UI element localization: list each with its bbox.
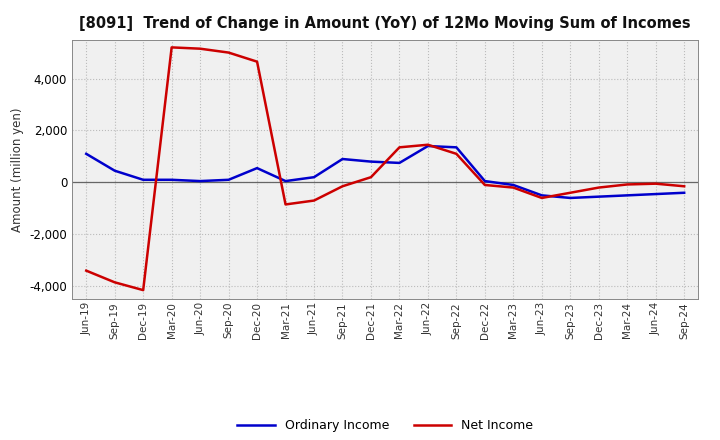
Net Income: [595, 185, 603, 190]
Net Income: [310, 198, 318, 203]
Y-axis label: Amount (million yen): Amount (million yen): [11, 107, 24, 231]
Ordinary Income: [423, 143, 432, 149]
Net Income: [139, 287, 148, 293]
Net Income: [82, 268, 91, 273]
Net Income: [480, 182, 489, 187]
Ordinary Income: [253, 165, 261, 171]
Net Income: [566, 190, 575, 195]
Ordinary Income: [282, 179, 290, 184]
Ordinary Income: [452, 145, 461, 150]
Net Income: [225, 50, 233, 55]
Line: Ordinary Income: Ordinary Income: [86, 146, 684, 198]
Ordinary Income: [480, 179, 489, 184]
Ordinary Income: [566, 195, 575, 201]
Ordinary Income: [366, 159, 375, 164]
Ordinary Income: [652, 191, 660, 197]
Net Income: [110, 280, 119, 285]
Ordinary Income: [338, 156, 347, 161]
Ordinary Income: [537, 193, 546, 198]
Net Income: [253, 59, 261, 64]
Net Income: [509, 185, 518, 190]
Net Income: [366, 175, 375, 180]
Net Income: [452, 151, 461, 157]
Net Income: [623, 182, 631, 187]
Ordinary Income: [196, 179, 204, 184]
Ordinary Income: [395, 160, 404, 165]
Ordinary Income: [595, 194, 603, 199]
Net Income: [537, 195, 546, 201]
Ordinary Income: [110, 168, 119, 173]
Ordinary Income: [623, 193, 631, 198]
Net Income: [282, 202, 290, 207]
Net Income: [652, 181, 660, 186]
Title: [8091]  Trend of Change in Amount (YoY) of 12Mo Moving Sum of Incomes: [8091] Trend of Change in Amount (YoY) o…: [79, 16, 691, 32]
Ordinary Income: [509, 182, 518, 187]
Ordinary Income: [310, 175, 318, 180]
Ordinary Income: [680, 190, 688, 195]
Legend: Ordinary Income, Net Income: Ordinary Income, Net Income: [232, 414, 539, 437]
Ordinary Income: [139, 177, 148, 183]
Net Income: [167, 45, 176, 50]
Ordinary Income: [225, 177, 233, 183]
Net Income: [395, 145, 404, 150]
Ordinary Income: [82, 151, 91, 157]
Line: Net Income: Net Income: [86, 48, 684, 290]
Net Income: [423, 142, 432, 147]
Net Income: [338, 183, 347, 189]
Ordinary Income: [167, 177, 176, 183]
Net Income: [680, 183, 688, 189]
Net Income: [196, 46, 204, 51]
